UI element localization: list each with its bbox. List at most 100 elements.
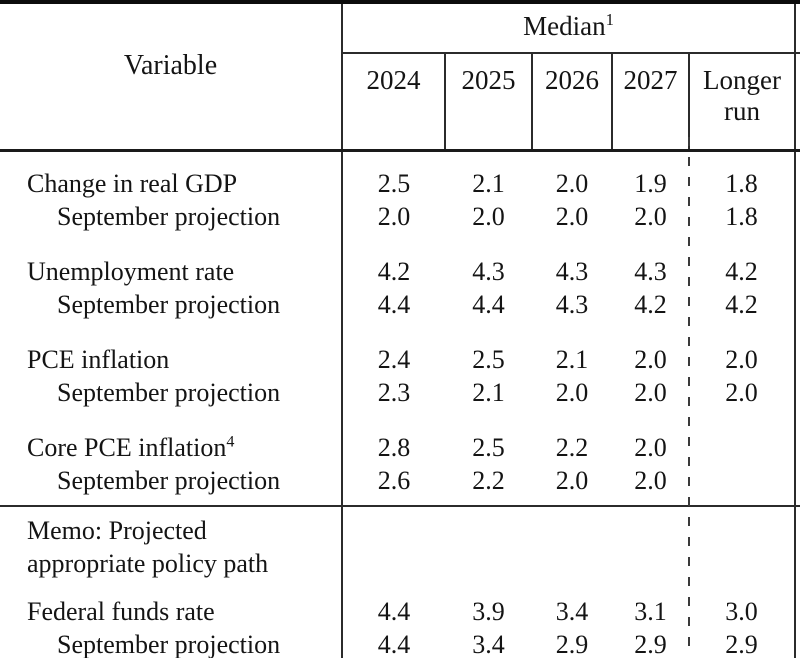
median-label: Median	[523, 10, 606, 41]
edge-spacer	[795, 464, 800, 506]
column-header-2025: 2025	[445, 53, 533, 152]
cell-2026: 2.1	[555, 345, 589, 374]
cell-longer-run: 2.0	[689, 376, 797, 409]
cell-2026: 2.2	[555, 433, 589, 462]
cell-2027: 1.9	[634, 169, 667, 198]
cell-2025: 2.5	[472, 433, 505, 462]
cell-empty	[689, 505, 797, 580]
table-row-pce-inflation: PCE inflation 2.4 2.5 2.1 2.0 2.0	[0, 321, 800, 376]
cell-2026: 4.3	[555, 290, 589, 319]
cell-2027: 3.1	[634, 597, 667, 626]
edge-spacer	[795, 151, 800, 201]
row-label: Core PCE inflation4	[0, 409, 343, 464]
cell-longer-run	[689, 464, 797, 506]
memo-line-1: Memo: Projected	[27, 516, 207, 545]
cell-2027: 2.0	[634, 433, 667, 462]
cell-2027: 2.0	[634, 345, 667, 374]
memo-line-2: appropriate policy path	[27, 549, 269, 578]
cell-longer-run: 4.2	[689, 233, 797, 288]
cell-2026: 2.0	[555, 466, 589, 495]
row-label: PCE inflation	[0, 321, 343, 376]
cell-2025: 2.1	[472, 169, 505, 198]
cell-2024: 4.4	[377, 597, 411, 626]
cell-2027: 4.3	[634, 257, 667, 286]
cell-2024: 4.4	[377, 290, 411, 319]
cell-2026: 2.0	[555, 378, 589, 407]
cell-2027: 2.0	[634, 378, 667, 407]
edge-spacer	[795, 200, 800, 233]
edge-spacer	[795, 321, 800, 376]
table-row-core-pce: Core PCE inflation4 2.8 2.5 2.2 2.0	[0, 409, 800, 464]
cell-empty	[532, 505, 612, 580]
cell-2027: 2.0	[634, 466, 667, 495]
header-row-median: Variable Median1	[0, 2, 800, 152]
cell-2025: 3.4	[472, 630, 505, 658]
cell-empty	[342, 505, 445, 580]
table-row-memo: Memo: Projected appropriate policy path	[0, 505, 800, 580]
cell-longer-run: 3.0	[689, 580, 797, 628]
variable-label: Variable	[123, 49, 218, 81]
column-header-variable: Variable	[0, 2, 343, 152]
cell-2027: 2.0	[634, 202, 667, 231]
cell-2024: 2.8	[377, 433, 411, 462]
edge-spacer	[795, 628, 800, 658]
cell-empty	[445, 505, 532, 580]
table-row-pce-september: September projection 2.3 2.1 2.0 2.0 2.0	[0, 376, 800, 409]
cell-2024: 2.6	[377, 466, 411, 495]
cell-empty	[612, 505, 689, 580]
cell-2024: 2.3	[377, 378, 411, 407]
cell-longer-run: 2.0	[689, 321, 797, 376]
table-row-unemployment: Unemployment rate 4.2 4.3 4.3 4.3 4.2	[0, 233, 800, 288]
cell-2025: 4.3	[472, 257, 505, 286]
cell-longer-run: 4.2	[689, 288, 797, 321]
cell-longer-run: 1.8	[689, 200, 797, 233]
row-label: September projection	[0, 464, 343, 506]
cell-2024: 4.4	[377, 630, 411, 658]
cell-2024: 4.2	[377, 257, 411, 286]
column-header-median: Median1	[342, 2, 797, 54]
cell-2025: 2.2	[472, 466, 505, 495]
cell-longer-run: 1.8	[689, 150, 797, 200]
cell-2025: 4.4	[472, 290, 505, 319]
dashed-divider-longer-run	[688, 137, 690, 653]
edge-spacer	[795, 233, 800, 288]
row-label: September projection	[0, 200, 343, 233]
cell-longer-run	[689, 409, 797, 464]
cell-2026: 3.4	[555, 597, 589, 626]
cell-2025: 2.0	[472, 202, 505, 231]
cell-2026: 2.0	[555, 202, 589, 231]
row-label: Federal funds rate	[0, 580, 343, 628]
cell-2027: 2.9	[634, 630, 667, 658]
memo-label: Memo: Projected appropriate policy path	[0, 505, 343, 580]
cell-2025: 2.5	[472, 345, 505, 374]
cell-2026: 4.3	[555, 257, 589, 286]
cell-longer-run: 2.9	[689, 628, 797, 658]
cell-2024: 2.0	[377, 202, 411, 231]
cell-2025: 2.1	[472, 378, 505, 407]
table-row-gdp-september: September projection 2.0 2.0 2.0 2.0 1.8	[0, 200, 800, 233]
row-label: September projection	[0, 376, 343, 409]
table-row-unemployment-september: September projection 4.4 4.4 4.3 4.2 4.2	[0, 288, 800, 321]
column-header-2024: 2024	[342, 53, 446, 152]
cell-2026: 2.0	[555, 169, 589, 198]
header-row-years: 2024 2025 2026 2027 Longer run	[0, 53, 800, 152]
edge-spacer	[795, 288, 800, 321]
column-header-longer-run: Longer run	[687, 53, 797, 152]
edge-spacer	[795, 505, 800, 580]
core-pce-footnote-marker: 4	[226, 433, 235, 451]
table-row-ffr-september: September projection 4.4 3.4 2.9 2.9 2.9	[0, 628, 800, 658]
edge-spacer	[795, 409, 800, 464]
cell-2024: 2.5	[377, 169, 411, 198]
cell-2024: 2.4	[377, 345, 411, 374]
cell-2026: 2.9	[555, 630, 589, 658]
table-row-gdp: Change in real GDP 2.5 2.1 2.0 1.9 1.8	[0, 150, 800, 201]
row-label: September projection	[0, 288, 343, 321]
table-row-federal-funds-rate: Federal funds rate 4.4 3.9 3.4 3.1 3.0	[0, 580, 800, 628]
column-header-2026: 2026	[532, 53, 613, 152]
table-row-core-pce-september: September projection 2.6 2.2 2.0 2.0	[0, 464, 800, 506]
median-footnote-marker: 1	[605, 9, 614, 29]
row-label: Unemployment rate	[0, 233, 343, 288]
cell-2027: 4.2	[634, 290, 667, 319]
